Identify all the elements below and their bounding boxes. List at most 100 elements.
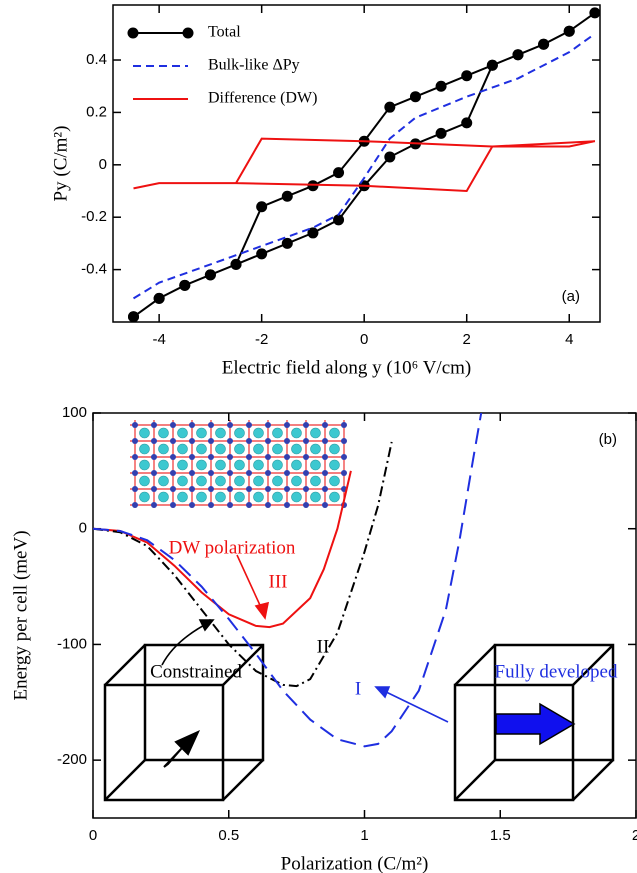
y-tick-label: -100 (57, 635, 87, 652)
inset-atom (158, 475, 169, 487)
inset-atom (291, 491, 302, 503)
inset-atom (132, 470, 138, 476)
marker (384, 151, 396, 163)
marker (461, 117, 473, 129)
inset-atom (322, 486, 328, 492)
inset-atom (227, 502, 233, 508)
annotation: Constrained (150, 661, 242, 682)
inset-atom (322, 470, 328, 476)
marker (307, 180, 319, 192)
y-tick-label: 100 (62, 404, 87, 421)
y-tick-label: -0.2 (81, 208, 107, 225)
inset-atom (341, 470, 347, 476)
y-tick-label: 0.4 (86, 51, 107, 68)
x-tick-label: 0 (360, 331, 368, 348)
inset-atom (189, 470, 195, 476)
marker (461, 70, 473, 82)
marker (384, 101, 396, 113)
y-tick-label: 0.2 (86, 103, 107, 120)
inset-atom (208, 486, 214, 492)
inset-atom (208, 470, 214, 476)
marker (486, 59, 498, 71)
inset-atom (151, 454, 157, 460)
inset-atom (284, 502, 290, 508)
inset-atom (139, 443, 150, 455)
marker (128, 311, 140, 322)
inset-atom (215, 475, 226, 487)
inset-atom (265, 422, 271, 428)
inset-atom (272, 459, 283, 471)
inset-atom (227, 454, 233, 460)
inset-atom (322, 502, 328, 508)
inset-atom (246, 502, 252, 508)
inset-atom (215, 491, 226, 503)
inset-atom (234, 427, 245, 439)
inset-atom (151, 438, 157, 444)
inset-atom (170, 470, 176, 476)
arrow-constrained (163, 729, 201, 768)
marker (230, 258, 242, 270)
inset-atom (189, 438, 195, 444)
inset-atom (139, 459, 150, 471)
inset-atom (234, 475, 245, 487)
inset-atom (253, 443, 264, 455)
inset-atom (234, 491, 245, 503)
x-tick-label: 2 (463, 331, 471, 348)
inset-atom (310, 443, 321, 455)
inset-atom (291, 443, 302, 455)
inset-atom (284, 422, 290, 428)
inset-atom (329, 443, 340, 455)
inset-atom (341, 422, 347, 428)
inset-atom (189, 486, 195, 492)
inset-atom (227, 422, 233, 428)
inset-atom (303, 438, 309, 444)
marker (435, 127, 447, 139)
inset-atom (196, 475, 207, 487)
inset-atom (310, 427, 321, 439)
inset-atom (158, 443, 169, 455)
series-label: II (317, 636, 330, 657)
inset-atom (253, 491, 264, 503)
annotation-arrows (161, 554, 449, 723)
arrow-developed (495, 702, 576, 746)
inset-atom (329, 427, 340, 439)
inset-atom (170, 438, 176, 444)
inset-atom (272, 475, 283, 487)
inset-atom (265, 470, 271, 476)
inset-atom (310, 475, 321, 487)
inset-atom (215, 427, 226, 439)
inset-atom (170, 486, 176, 492)
y-tick-label: 0 (79, 520, 87, 537)
inset-atom (284, 454, 290, 460)
y-tick-label: 0 (99, 156, 107, 173)
inset-atom (322, 438, 328, 444)
inset-atom (329, 459, 340, 471)
y-tick-label: -200 (57, 751, 87, 768)
inset-atom (177, 427, 188, 439)
inset-atom (151, 502, 157, 508)
inset-atom (151, 470, 157, 476)
inset-atom (208, 422, 214, 428)
x-tick-label: -2 (255, 331, 268, 348)
inset-atom (284, 486, 290, 492)
inset-atom (265, 454, 271, 460)
x-tick-label: 0 (89, 827, 97, 844)
inset-atom (215, 443, 226, 455)
inset-atom (253, 475, 264, 487)
inset-atom (246, 486, 252, 492)
inset-atom (170, 422, 176, 428)
inset-atom (284, 470, 290, 476)
marker (307, 227, 319, 239)
legend-marker (182, 27, 194, 39)
x-tick-label: 0.5 (218, 827, 239, 844)
inset-atom (139, 427, 150, 439)
y-tick-label: -0.4 (81, 261, 107, 278)
x-tick-label: 1 (360, 827, 368, 844)
legend-label: Difference (DW) (208, 90, 317, 107)
inset-atom (284, 438, 290, 444)
series-line (132, 12, 596, 318)
inset-atom (215, 459, 226, 471)
inset-atom (272, 443, 283, 455)
series-line (132, 32, 596, 300)
marker (179, 279, 191, 291)
